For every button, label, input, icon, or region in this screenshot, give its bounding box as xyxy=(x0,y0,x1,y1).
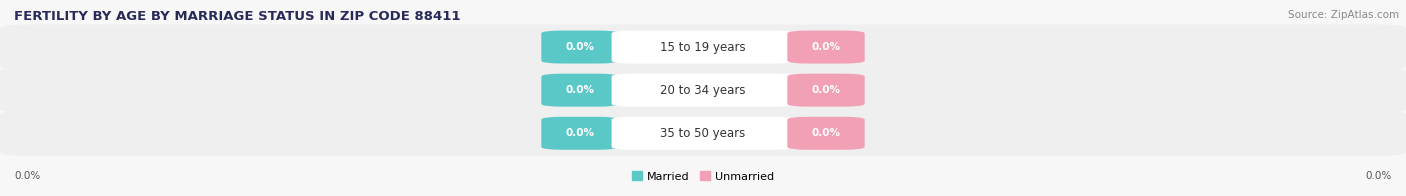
FancyBboxPatch shape xyxy=(612,74,794,107)
FancyBboxPatch shape xyxy=(787,74,865,107)
FancyBboxPatch shape xyxy=(612,117,794,150)
FancyBboxPatch shape xyxy=(0,111,1406,156)
Text: 0.0%: 0.0% xyxy=(811,128,841,138)
Text: FERTILITY BY AGE BY MARRIAGE STATUS IN ZIP CODE 88411: FERTILITY BY AGE BY MARRIAGE STATUS IN Z… xyxy=(14,10,461,23)
Text: 0.0%: 0.0% xyxy=(1365,171,1392,181)
FancyBboxPatch shape xyxy=(0,24,1406,70)
Text: 0.0%: 0.0% xyxy=(565,128,595,138)
FancyBboxPatch shape xyxy=(612,31,794,64)
Text: 0.0%: 0.0% xyxy=(811,85,841,95)
Text: 0.0%: 0.0% xyxy=(565,42,595,52)
FancyBboxPatch shape xyxy=(0,68,1406,113)
Legend: Married, Unmarried: Married, Unmarried xyxy=(627,167,779,186)
Text: 0.0%: 0.0% xyxy=(14,171,41,181)
Text: Source: ZipAtlas.com: Source: ZipAtlas.com xyxy=(1288,10,1399,20)
Text: 35 to 50 years: 35 to 50 years xyxy=(661,127,745,140)
FancyBboxPatch shape xyxy=(787,117,865,150)
FancyBboxPatch shape xyxy=(541,31,619,64)
Text: 0.0%: 0.0% xyxy=(811,42,841,52)
FancyBboxPatch shape xyxy=(541,74,619,107)
Text: 15 to 19 years: 15 to 19 years xyxy=(661,41,745,54)
Text: 0.0%: 0.0% xyxy=(565,85,595,95)
Text: 20 to 34 years: 20 to 34 years xyxy=(661,84,745,97)
FancyBboxPatch shape xyxy=(787,31,865,64)
FancyBboxPatch shape xyxy=(541,117,619,150)
